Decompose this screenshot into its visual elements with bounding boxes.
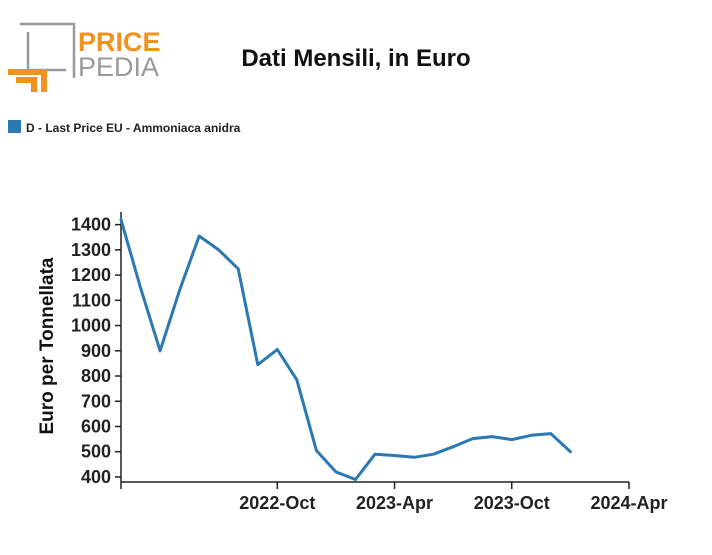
y-tick-label: 500 [81, 442, 111, 462]
pricepedia-logo[interactable]: PRICE PEDIA [8, 22, 161, 92]
series-line-0[interactable] [119, 218, 572, 481]
y-axis-label: Euro per Tonnellata [37, 257, 58, 434]
x-axis: 2022-Oct 2023-Apr 2023-Oct 2024-Apr [120, 481, 668, 513]
y-tick-label: 1100 [72, 290, 111, 310]
y-tick-label: 600 [81, 416, 111, 436]
x-tick-label: 2023-Oct [474, 493, 550, 513]
x-tick-label: 2022-Oct [239, 493, 315, 513]
logo-mark-icon [8, 22, 76, 92]
y-tick-label: 900 [81, 341, 111, 361]
x-tick-label: 2024-Apr [590, 493, 667, 513]
y-axis: 400 500 600 700 800 900 1000 1100 1200 1300 1400 [71, 212, 122, 487]
legend-label: D - Last Price EU - Ammoniaca anidra [26, 121, 241, 135]
y-tick-label: 700 [81, 391, 111, 411]
logo-text-pedia: PEDIA [78, 52, 159, 82]
logo-text-price: PRICE [78, 27, 161, 57]
legend[interactable]: D - Last Price EU - Ammoniaca anidra [8, 120, 241, 135]
series-layer [119, 218, 572, 481]
y-tick-label: 1200 [71, 265, 111, 285]
y-tick-label: 800 [81, 366, 111, 386]
y-tick-label: 1000 [71, 316, 111, 336]
x-tick-label: 2023-Apr [356, 493, 433, 513]
y-tick-label: 1300 [71, 240, 111, 260]
chart-title: Dati Mensili, in Euro [241, 45, 470, 72]
y-tick-label: 400 [81, 467, 111, 487]
legend-swatch [8, 120, 21, 133]
y-tick-label: 1400 [71, 215, 111, 235]
